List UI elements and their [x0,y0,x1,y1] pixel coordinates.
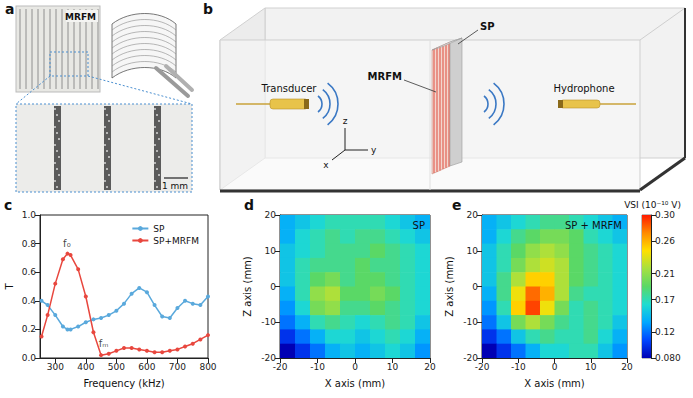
svg-text:f₀: f₀ [63,238,71,249]
svg-text:a: a [5,1,14,17]
svg-text:800: 800 [199,362,216,372]
svg-text:20: 20 [621,362,633,372]
svg-text:0.30: 0.30 [655,210,675,220]
svg-text:Z axis (mm): Z axis (mm) [242,256,253,317]
svg-text:0.080: 0.080 [655,353,681,363]
svg-text:Frequency (kHz): Frequency (kHz) [83,378,164,389]
svg-text:VSI (10⁻¹⁰ V): VSI (10⁻¹⁰ V) [624,200,681,210]
svg-text:-10: -10 [261,317,276,327]
svg-text:-10: -10 [463,317,478,327]
svg-text:20: 20 [265,210,277,220]
svg-text:y: y [371,145,377,155]
svg-text:Z axis (mm): Z axis (mm) [444,256,455,317]
svg-text:c: c [4,197,12,213]
svg-text:MRFM: MRFM [65,12,96,22]
svg-text:b: b [203,1,213,17]
svg-text:700: 700 [169,362,186,372]
svg-text:d: d [244,197,254,213]
svg-text:MRFM: MRFM [368,71,402,82]
svg-text:10: 10 [265,246,277,256]
svg-text:0: 0 [270,282,276,292]
svg-text:-20: -20 [261,353,276,363]
svg-text:600: 600 [138,362,155,372]
svg-text:X axis (mm): X axis (mm) [524,378,585,389]
svg-text:10: 10 [585,362,597,372]
svg-text:X axis (mm): X axis (mm) [325,378,386,389]
svg-text:0.2: 0.2 [22,324,36,334]
svg-text:fₘ: fₘ [99,338,109,349]
svg-text:SP + MRFM: SP + MRFM [565,220,622,231]
svg-text:SP+MRFM: SP+MRFM [153,236,199,246]
svg-text:1.0: 1.0 [22,210,37,220]
svg-text:1 mm: 1 mm [162,181,188,191]
svg-text:-10: -10 [511,362,526,372]
svg-text:SP: SP [153,224,165,234]
svg-text:-10: -10 [310,362,325,372]
svg-text:Transducer: Transducer [261,83,318,94]
svg-text:20: 20 [424,362,436,372]
svg-text:e: e [452,197,462,213]
svg-text:-20: -20 [273,362,288,372]
svg-text:0: 0 [472,282,478,292]
svg-text:x: x [323,160,329,170]
svg-text:0.26: 0.26 [655,236,675,246]
svg-text:0.17: 0.17 [655,295,675,305]
svg-text:20: 20 [467,210,479,220]
svg-text:300: 300 [47,362,64,372]
svg-text:0.4: 0.4 [22,296,37,306]
svg-text:400: 400 [77,362,94,372]
svg-text:0.12: 0.12 [655,327,675,337]
svg-text:0.8: 0.8 [22,239,37,249]
svg-text:-20: -20 [463,353,478,363]
svg-text:0: 0 [552,362,558,372]
svg-text:0.0: 0.0 [22,353,37,363]
svg-text:SP: SP [480,21,495,32]
svg-text:-20: -20 [475,362,490,372]
svg-text:0: 0 [352,362,358,372]
svg-text:0.6: 0.6 [22,267,37,277]
svg-text:0.21: 0.21 [655,269,675,279]
svg-text:10: 10 [467,246,479,256]
svg-text:z: z [343,116,348,126]
svg-text:T: T [4,283,15,291]
svg-text:Hydrophone: Hydrophone [553,83,614,94]
svg-text:500: 500 [108,362,125,372]
svg-text:10: 10 [387,362,399,372]
svg-text:SP: SP [413,220,425,231]
